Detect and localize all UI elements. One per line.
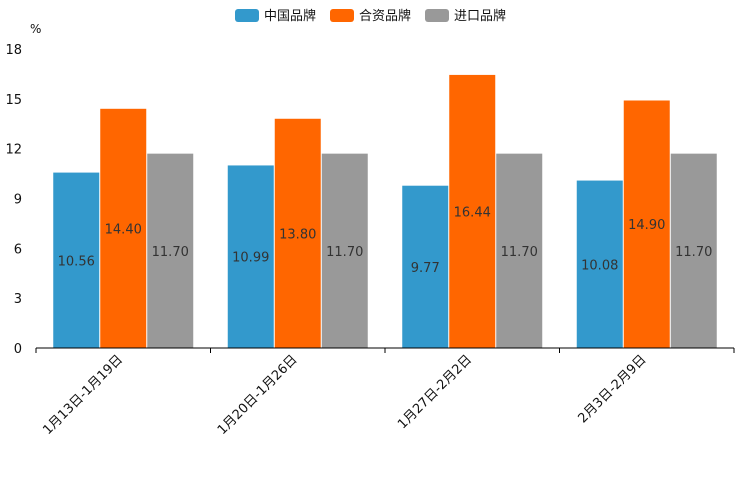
bar-2 xyxy=(274,118,321,349)
bar-3 xyxy=(321,153,368,348)
legend-label-1: 中国品牌 xyxy=(264,8,316,24)
data-label: 10.08 xyxy=(581,258,618,273)
legend-swatch-2 xyxy=(330,9,354,22)
bar-3 xyxy=(496,153,543,348)
x-tick-label: 1月13日-1月19日 xyxy=(40,352,126,438)
data-label: 13.80 xyxy=(279,227,316,242)
data-label: 9.77 xyxy=(411,261,440,276)
bar-1 xyxy=(402,185,449,348)
bar-3 xyxy=(670,153,717,348)
plot-area: 10.56 14.40 11.70 10.99 13.80 11.70 9.77 16.44 1… xyxy=(53,74,717,349)
data-label: 14.90 xyxy=(628,218,665,233)
bar-3 xyxy=(147,153,194,348)
legend: 中国品牌 合资品牌 进口品牌 xyxy=(235,8,506,24)
bar-1 xyxy=(227,165,274,348)
y-tick-label: 9 xyxy=(14,193,22,208)
data-label: 11.70 xyxy=(326,245,363,260)
x-axis: 1月13日-1月19日 1月20日-1月26日 1月27日-2月2日 2月3日-2月9… xyxy=(35,348,735,438)
x-tick-label: 1月20日-1月26日 xyxy=(215,352,301,438)
data-label: 16.44 xyxy=(454,205,491,220)
y-tick-label: 15 xyxy=(5,93,22,108)
data-label: 10.56 xyxy=(58,254,95,269)
legend-swatch-1 xyxy=(235,9,259,22)
data-label: 11.70 xyxy=(152,245,189,260)
legend-label-3: 进口品牌 xyxy=(454,8,506,24)
x-tick-label: 2月3日-2月9日 xyxy=(575,352,649,426)
bar-2 xyxy=(100,108,147,348)
legend-swatch-3 xyxy=(425,9,449,22)
y-tick-label: 3 xyxy=(14,292,22,307)
bar-1 xyxy=(53,172,100,348)
y-axis: 0 3 6 9 12 15 18 xyxy=(5,43,22,357)
bar-1 xyxy=(576,180,623,348)
data-label: 14.40 xyxy=(105,222,142,237)
bar-2 xyxy=(623,100,670,348)
y-tick-label: 12 xyxy=(5,143,22,158)
data-label: 10.99 xyxy=(232,251,269,266)
data-label: 11.70 xyxy=(675,245,712,260)
data-label: 11.70 xyxy=(501,245,538,260)
y-axis-unit-label: % xyxy=(30,22,41,36)
bar-2 xyxy=(449,74,496,348)
y-tick-label: 18 xyxy=(5,43,22,58)
x-tick-label: 1月27日-2月2日 xyxy=(395,352,475,432)
legend-label-2: 合资品牌 xyxy=(359,8,411,24)
y-tick-label: 0 xyxy=(14,342,22,357)
y-tick-label: 6 xyxy=(14,242,22,257)
